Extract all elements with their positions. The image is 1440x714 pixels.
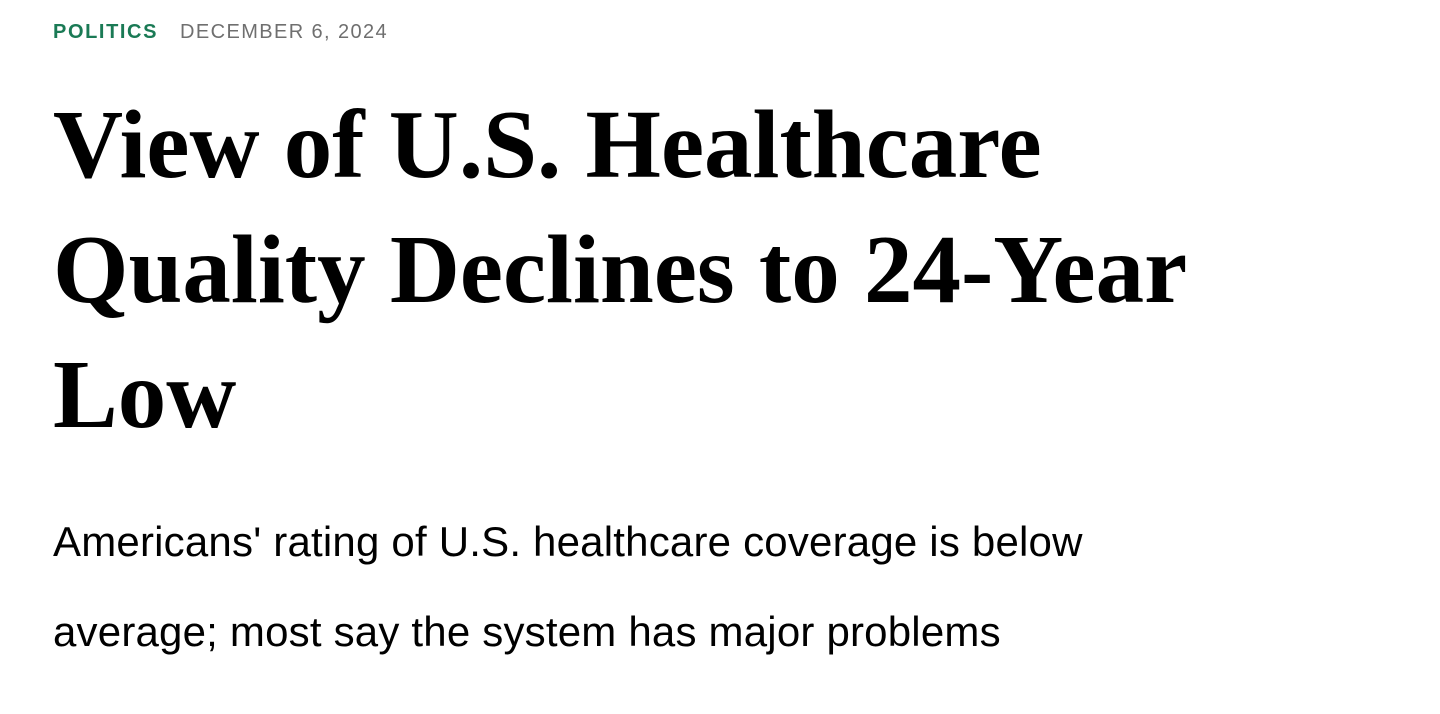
- headline-line-1: View of U.S. Healthcare: [53, 91, 1042, 198]
- article-subtitle: Americans' rating of U.S. healthcare cov…: [53, 497, 1380, 677]
- article-header: POLITICS DECEMBER 6, 2024 View of U.S. H…: [53, 18, 1380, 677]
- eyebrow-row: POLITICS DECEMBER 6, 2024: [53, 18, 1380, 46]
- headline-line-3: Low: [53, 341, 237, 448]
- subtitle-line-2: average; most say the system has major p…: [53, 608, 1001, 655]
- headline-line-2: Quality Declines to 24-Year: [53, 216, 1188, 323]
- subtitle-line-1: Americans' rating of U.S. healthcare cov…: [53, 518, 1083, 565]
- article-date: DECEMBER 6, 2024: [180, 21, 389, 43]
- category-link-politics[interactable]: POLITICS: [53, 21, 159, 43]
- article-headline: View of U.S. Healthcare Quality Declines…: [53, 82, 1380, 457]
